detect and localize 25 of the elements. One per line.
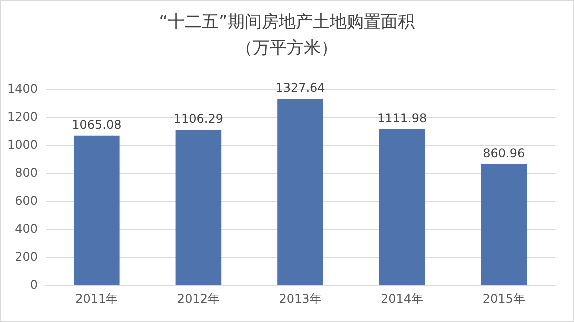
- bar: [74, 136, 120, 285]
- x-tick-label: 2015年: [482, 292, 526, 306]
- x-tick-label: 2013年: [279, 292, 322, 306]
- y-tick-label: 600: [15, 194, 38, 208]
- x-tick-label: 2011年: [76, 292, 118, 306]
- data-label: 1111.98: [377, 111, 428, 126]
- y-tick-label: 1200: [7, 110, 38, 124]
- data-label: 1065.08: [72, 118, 122, 132]
- y-tick-label: 1000: [7, 138, 38, 152]
- bar: [176, 130, 222, 285]
- bar: [379, 129, 426, 285]
- y-tick-label: 800: [15, 166, 38, 180]
- bar: [278, 99, 324, 285]
- x-tick-label: 2014年: [381, 292, 424, 306]
- chart-subtitle: （万平方米）: [236, 38, 338, 58]
- y-tick-label: 0: [30, 278, 38, 292]
- bar: [481, 164, 528, 285]
- x-tick-label: 2012年: [177, 292, 220, 306]
- y-tick-label: 1400: [7, 82, 38, 96]
- data-label: 860.96: [483, 146, 526, 160]
- y-tick-label: 200: [15, 250, 38, 264]
- data-label: 1327.64: [276, 81, 326, 96]
- y-tick-label: 400: [15, 222, 38, 236]
- data-label: 1106.29: [174, 112, 224, 126]
- chart-title: “十二五”期间房地产土地购置面积: [159, 12, 415, 32]
